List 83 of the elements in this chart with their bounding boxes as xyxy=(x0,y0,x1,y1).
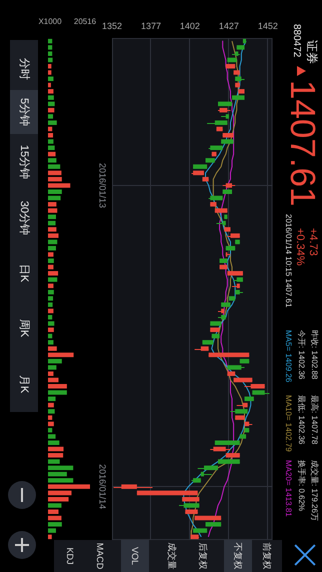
bar xyxy=(48,114,54,119)
bar xyxy=(48,220,56,226)
bar xyxy=(48,246,56,250)
bar xyxy=(48,233,58,238)
text: 1402.79 xyxy=(284,422,293,452)
bar xyxy=(48,202,56,207)
text: 1413.81 xyxy=(284,488,293,517)
bar xyxy=(48,440,60,445)
bar xyxy=(48,158,56,163)
bar xyxy=(48,240,58,244)
bar xyxy=(48,409,55,414)
x-tick-label: 1452 xyxy=(258,21,278,32)
text: MA5= xyxy=(284,330,293,354)
text: 30分钟 xyxy=(17,200,31,238)
bar xyxy=(48,189,62,194)
y-tick-label: 2016/01/14 xyxy=(98,464,108,510)
bar xyxy=(48,402,54,408)
bar xyxy=(48,214,56,220)
bar xyxy=(48,516,62,520)
text: 最高: 1407.78 xyxy=(309,395,319,444)
text: 成交量: 179.26万 xyxy=(309,460,319,521)
text: +4.73 xyxy=(306,228,319,256)
text: 不复权 xyxy=(224,540,252,572)
text: 2016/01/14 10:15 1407.61 xyxy=(283,214,293,308)
bar xyxy=(48,302,53,307)
text: 后复权 xyxy=(197,542,209,572)
bar xyxy=(48,503,62,508)
bar xyxy=(48,152,56,156)
bar xyxy=(48,314,52,320)
text: 月K xyxy=(17,374,31,396)
y-tick-label: 2016/01/13 xyxy=(98,162,108,208)
text: 昨收: 1402.88 xyxy=(309,330,319,380)
bar xyxy=(48,384,67,389)
text: 20516 xyxy=(74,17,97,26)
bar xyxy=(48,70,52,75)
bar xyxy=(48,321,54,326)
x-tick-label: 1352 xyxy=(102,21,122,32)
bar xyxy=(48,126,52,132)
x-tick-label: 1377 xyxy=(140,21,161,32)
bar xyxy=(48,308,54,314)
bar xyxy=(48,277,58,282)
x-tick-label: 1427 xyxy=(218,21,239,32)
text: 15分钟 xyxy=(17,144,31,182)
bar xyxy=(48,76,54,82)
bar xyxy=(48,164,60,169)
text: 1409.26 xyxy=(284,353,293,382)
bar xyxy=(48,328,54,332)
bar xyxy=(48,522,62,527)
text: MACD xyxy=(94,542,106,572)
x-tick-label: 1402 xyxy=(180,21,200,32)
bar xyxy=(48,252,54,257)
bar xyxy=(48,133,54,138)
text: 周K xyxy=(17,318,31,340)
bar xyxy=(48,120,57,125)
text: 分时 xyxy=(17,57,31,82)
text: 日K xyxy=(17,262,31,284)
text: 今开: 1402.36 xyxy=(296,330,306,380)
text: 证券 xyxy=(304,40,320,64)
text: MA20= xyxy=(284,460,293,488)
text: 换手率: 0.62% xyxy=(296,460,306,512)
bar xyxy=(48,534,52,540)
bar xyxy=(48,227,56,232)
text: X1000 xyxy=(38,17,62,26)
bar xyxy=(48,208,58,213)
text: KDJ xyxy=(64,546,76,566)
bar xyxy=(48,108,54,112)
text: VOL xyxy=(121,540,149,572)
text: MA10= xyxy=(284,395,293,423)
text: +0.34% xyxy=(294,228,306,266)
bar xyxy=(48,170,62,176)
bar xyxy=(48,496,69,502)
bar xyxy=(48,258,54,264)
text: 1407.61 xyxy=(282,80,322,207)
text: 880472 xyxy=(291,24,302,58)
bar xyxy=(48,284,54,288)
text: 最低: 1402.36 xyxy=(296,395,306,444)
bar xyxy=(48,528,56,533)
text: 5分钟 xyxy=(10,90,38,134)
bar xyxy=(48,64,52,68)
bar xyxy=(48,196,61,200)
text: 成交量 xyxy=(166,542,178,572)
bar xyxy=(48,510,58,514)
text: 前复权 xyxy=(261,542,273,572)
